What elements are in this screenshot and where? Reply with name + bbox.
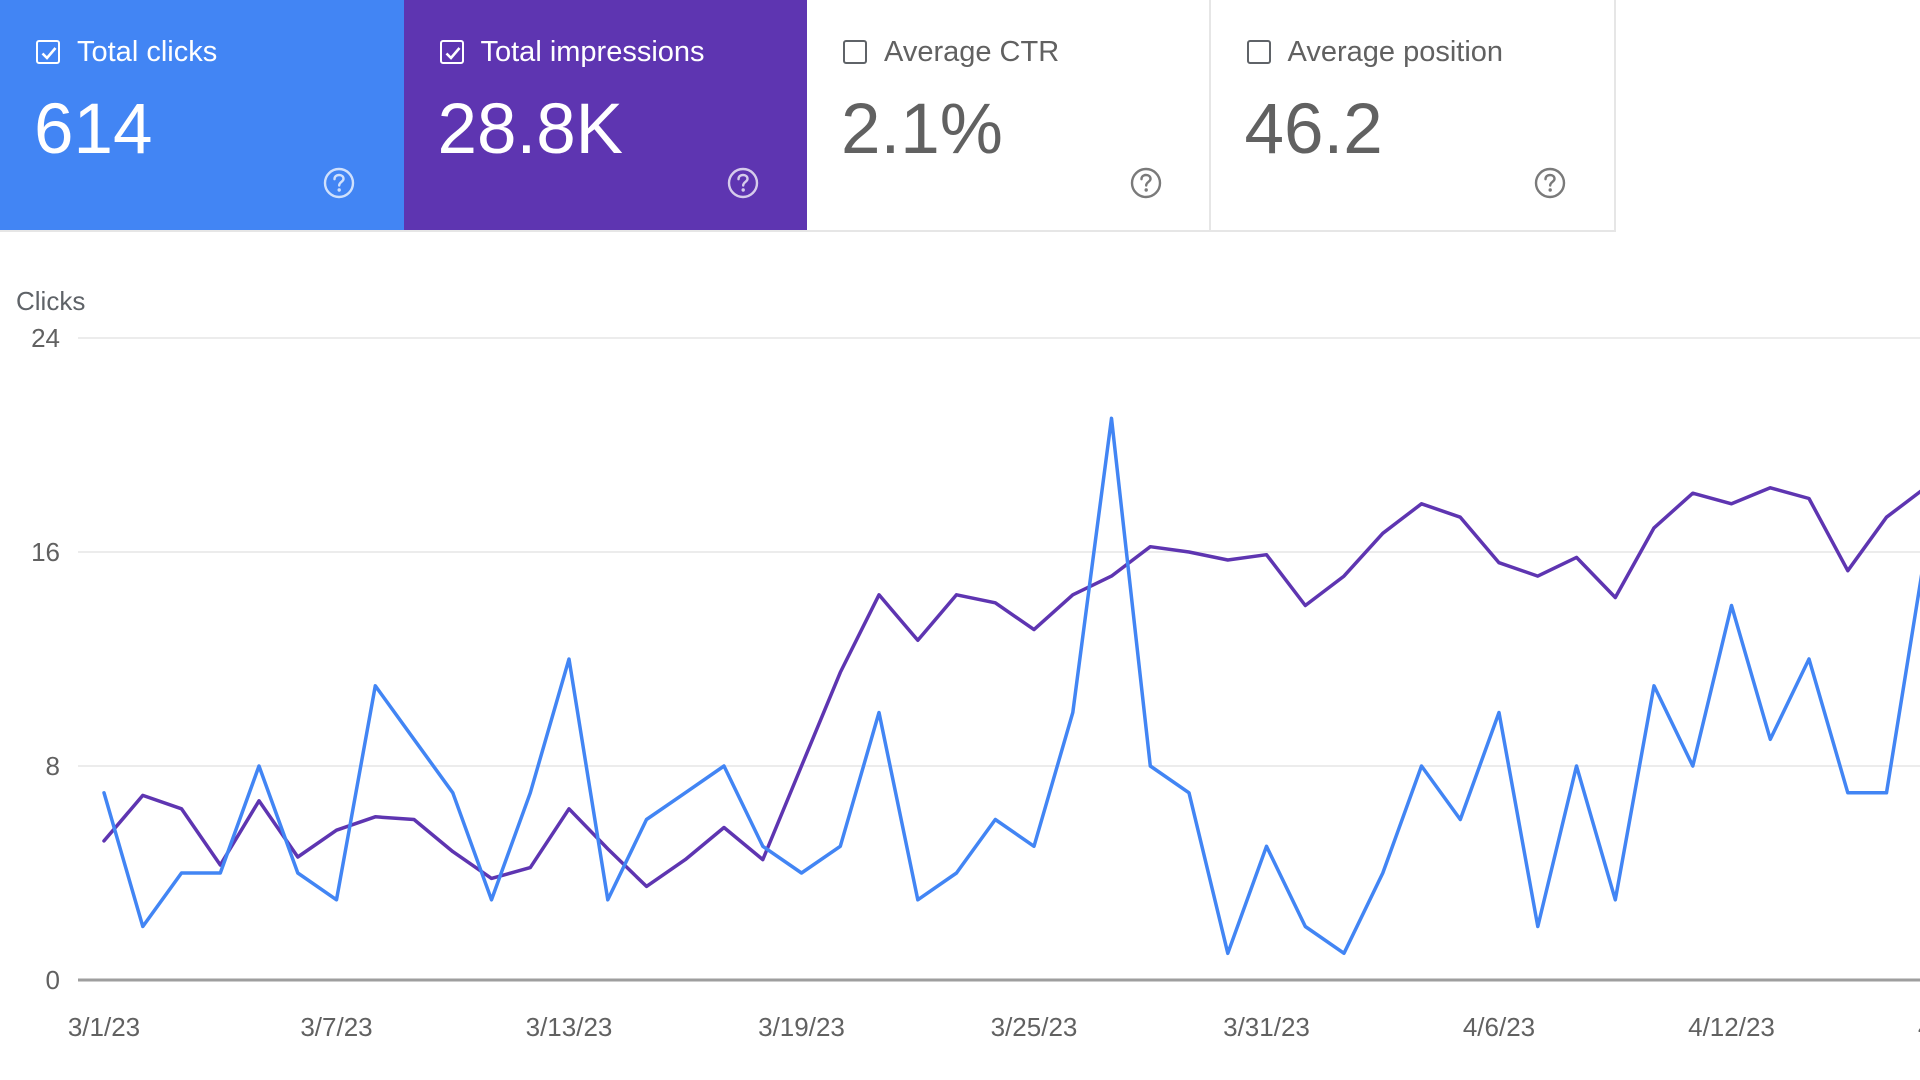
metric-value: 614 (34, 90, 153, 169)
checkbox-unchecked-icon[interactable] (843, 40, 867, 64)
x-tick-label: 3/31/23 (1223, 1012, 1310, 1042)
x-tick-label: 3/13/23 (526, 1012, 613, 1042)
metric-value: 2.1% (841, 90, 1003, 169)
x-tick-label: 4/6/23 (1463, 1012, 1535, 1042)
checkbox-checked-icon[interactable] (36, 40, 60, 64)
x-tick-label: 3/1/23 (68, 1012, 140, 1042)
metric-label: Average position (1287, 36, 1504, 68)
x-tick-label: 4 (1918, 1012, 1920, 1042)
x-tick-label: 4/12/23 (1688, 1012, 1775, 1042)
metric-label: Total impressions (480, 36, 705, 68)
x-tick-label: 3/25/23 (991, 1012, 1078, 1042)
help-circle-icon[interactable] (1129, 166, 1163, 200)
performance-chart[interactable]: 0 8 16 24 3/1/23 3/7/23 3/13/23 3/19/23 3/25/23 3… (0, 260, 1920, 1060)
metric-value: 28.8K (437, 90, 624, 169)
chart-svg[interactable]: 0 8 16 24 3/1/23 3/7/23 3/13/23 3/19/23 3/25/23 3… (0, 260, 1920, 1060)
metric-card-average-position[interactable]: Average position 46.2 (1210, 0, 1615, 230)
checkbox-checked-icon[interactable] (439, 40, 464, 64)
y-axis-title: Clicks (16, 286, 86, 316)
checkbox-unchecked-icon[interactable] (1246, 40, 1271, 64)
help-circle-icon[interactable] (1533, 166, 1567, 200)
help-circle-icon[interactable] (726, 166, 760, 200)
metric-card-average-ctr[interactable]: Average CTR 2.1% (807, 0, 1211, 230)
x-tick-label: 3/19/23 (758, 1012, 845, 1042)
metric-card-total-clicks[interactable]: Total clicks 614 (0, 0, 404, 230)
series-line-clicks (102, 416, 1920, 956)
y-tick-label: 8 (46, 751, 60, 781)
metric-label: Total clicks (77, 36, 218, 68)
y-tick-label: 24 (31, 323, 60, 353)
series-line-impressions (102, 486, 1920, 889)
y-tick-label: 16 (31, 537, 60, 567)
metric-value: 46.2 (1244, 90, 1383, 169)
y-tick-label: 0 (46, 965, 60, 995)
metric-card-total-impressions[interactable]: Total impressions 28.8K (403, 0, 807, 230)
metric-label: Average CTR (884, 36, 1060, 68)
help-circle-icon[interactable] (322, 166, 356, 200)
x-tick-label: 3/7/23 (300, 1012, 372, 1042)
metric-cards: Total clicks 614 Total impressions 28.8K… (0, 0, 1616, 232)
